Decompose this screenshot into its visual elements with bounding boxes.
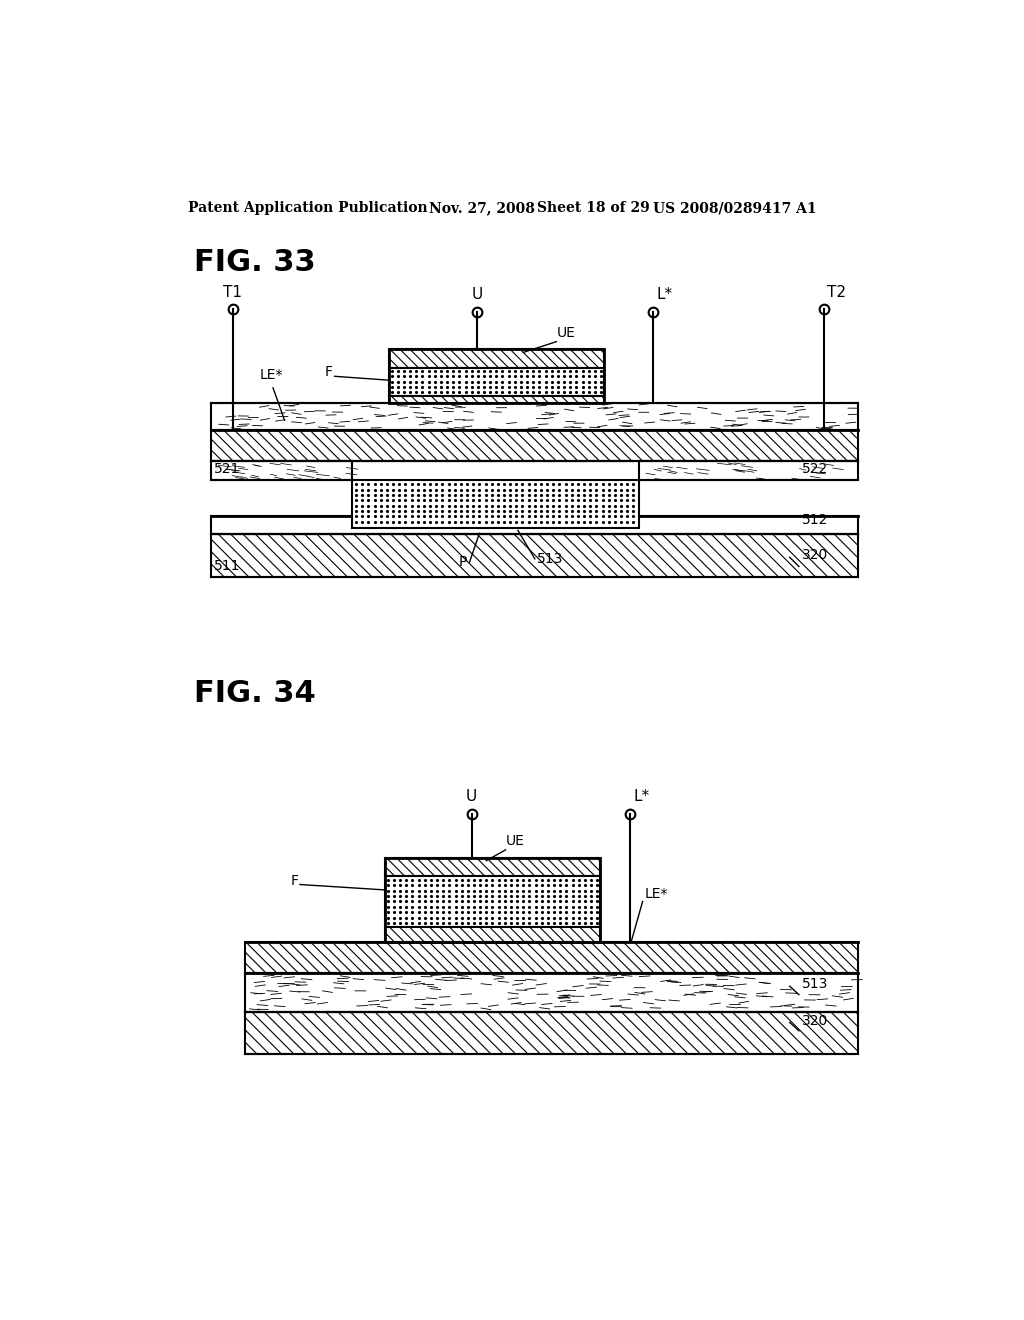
Text: 513: 513 [802, 977, 828, 991]
Polygon shape [211, 516, 858, 535]
Text: 512: 512 [802, 513, 828, 527]
Text: Sheet 18 of 29: Sheet 18 of 29 [538, 202, 650, 215]
Polygon shape [211, 535, 858, 577]
Text: P: P [459, 556, 467, 569]
Text: FIG. 33: FIG. 33 [194, 248, 315, 277]
Text: Nov. 27, 2008: Nov. 27, 2008 [429, 202, 536, 215]
Text: 513: 513 [538, 552, 563, 566]
Text: U: U [471, 288, 482, 302]
Polygon shape [388, 350, 604, 368]
Text: L*: L* [656, 288, 673, 302]
Polygon shape [388, 368, 604, 396]
Polygon shape [385, 927, 600, 942]
Polygon shape [385, 876, 600, 927]
Text: 320: 320 [802, 1014, 828, 1028]
Text: 522: 522 [802, 462, 828, 475]
Polygon shape [639, 461, 858, 480]
Polygon shape [211, 461, 352, 480]
Polygon shape [245, 973, 858, 1011]
Text: 511: 511 [214, 560, 241, 573]
Text: T2: T2 [827, 285, 847, 300]
Polygon shape [211, 430, 858, 461]
Text: U: U [466, 789, 477, 804]
Text: 521: 521 [214, 462, 240, 475]
Text: F: F [291, 874, 298, 887]
Text: 320: 320 [802, 548, 828, 562]
Text: FIG. 34: FIG. 34 [194, 678, 315, 708]
Polygon shape [352, 480, 639, 528]
Text: LE*: LE* [645, 887, 669, 900]
Text: Patent Application Publication: Patent Application Publication [188, 202, 428, 215]
Text: UE: UE [506, 834, 524, 849]
Text: L*: L* [634, 789, 649, 804]
Polygon shape [245, 1011, 858, 1053]
Polygon shape [385, 858, 600, 876]
Text: UE: UE [556, 326, 575, 341]
Polygon shape [211, 404, 858, 430]
Polygon shape [388, 396, 604, 404]
Text: F: F [325, 366, 333, 379]
Text: T1: T1 [223, 285, 243, 300]
Polygon shape [245, 942, 858, 973]
Text: US 2008/0289417 A1: US 2008/0289417 A1 [652, 202, 816, 215]
Text: LE*: LE* [260, 368, 284, 383]
